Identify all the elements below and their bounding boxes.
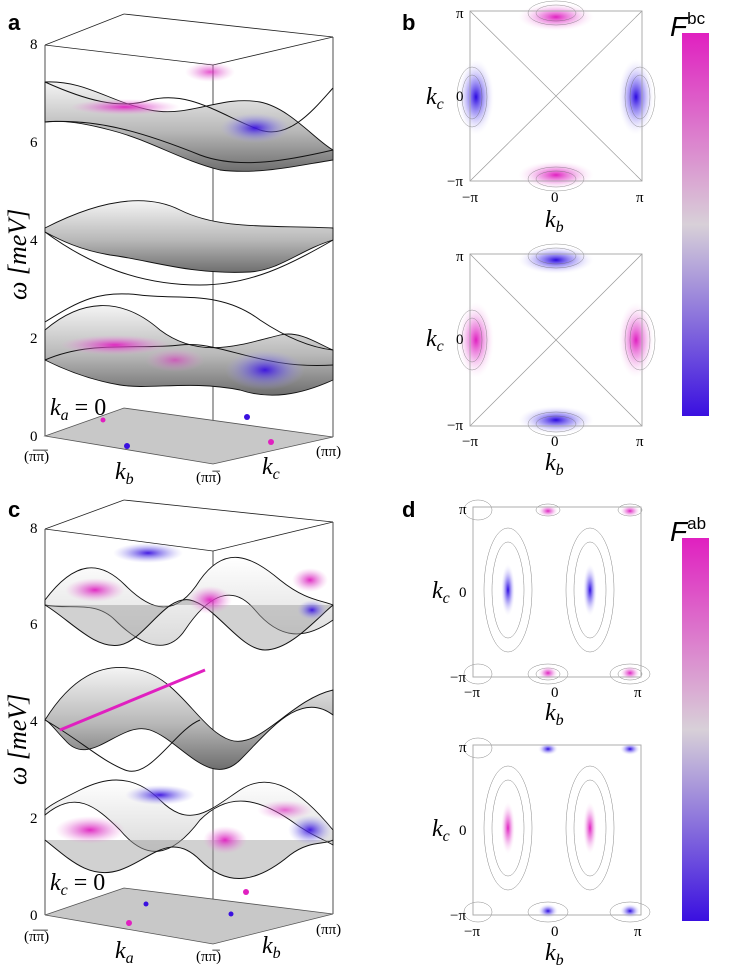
panel-a-corner-left: (π̅π̅) bbox=[24, 449, 49, 465]
panel-d-top-ytick-bot: −π bbox=[450, 670, 466, 686]
panel-c-floor-dot-blue2 bbox=[228, 911, 234, 917]
panel-d-top-ytick-top: π bbox=[459, 502, 467, 518]
panel-d-top-ylabel: kc bbox=[432, 578, 450, 607]
panel-c-floor-dot-blue bbox=[143, 901, 149, 907]
panel-b-top-ytick-mid: 0 bbox=[456, 89, 464, 105]
panel-c-fixed-label: kc = 0 bbox=[50, 870, 105, 899]
panel-c-ytick-4: 4 bbox=[30, 714, 38, 730]
panel-b-bottom-xlabel: kb bbox=[545, 450, 564, 479]
panel-d-bottom-map: π 0 −π −π 0 π kb kc bbox=[432, 737, 651, 969]
panel-c-ytick-0: 0 bbox=[30, 908, 38, 924]
panel-a-ytick-6: 6 bbox=[30, 135, 38, 151]
panel-c-band-high bbox=[44, 543, 334, 651]
panel-c-ytick-2: 2 bbox=[30, 811, 38, 827]
panel-a-floor-dot-blue bbox=[244, 414, 250, 420]
panel-b: b π 0 −π −π 0 π kb bbox=[402, 0, 709, 479]
panel-b-top-ytick-top: π bbox=[456, 6, 464, 22]
panel-b-bottom-xtick-left: −π bbox=[462, 434, 478, 450]
panel-c-corner-mid: (ππ̅) bbox=[196, 949, 221, 965]
panel-d-top-xlabel: kb bbox=[545, 700, 564, 729]
panel-b-bottom-ytick-top: π bbox=[456, 249, 464, 265]
panel-b-top-xtick-left: −π bbox=[462, 190, 478, 206]
panel-d-bottom-ytick-bot: −π bbox=[450, 908, 466, 924]
panel-a-corner-right: (ππ) bbox=[316, 444, 341, 460]
panel-d-colorbar: Fab bbox=[670, 514, 709, 921]
panel-c-corner-left: (π̅π̅) bbox=[24, 929, 49, 945]
panel-a-fixed-label: ka = 0 bbox=[50, 395, 106, 424]
panel-c: c bbox=[3, 497, 341, 967]
panel-d-colorbar-label: Fab bbox=[670, 514, 706, 547]
panel-b-top-map: π 0 −π −π 0 π kb kc bbox=[426, 0, 656, 236]
panel-a-ylabel: ω [meV] bbox=[3, 209, 32, 300]
panel-c-floor-dot-magenta bbox=[126, 920, 132, 926]
panel-b-bottom-ytick-mid: 0 bbox=[456, 332, 464, 348]
panel-c-corner-right: (ππ) bbox=[316, 922, 341, 938]
panel-a-floor-dot-blue2 bbox=[124, 443, 130, 449]
panel-b-bottom-map: π 0 −π −π 0 π kb kc bbox=[426, 243, 656, 479]
panel-d-top-xtick-right: π bbox=[634, 685, 642, 701]
panel-a-axis1-label: kb bbox=[115, 459, 134, 488]
panel-c-ytick-8: 8 bbox=[30, 521, 38, 537]
panel-b-colorbar-label: Fbc bbox=[670, 9, 706, 42]
panel-a-floor-dot-magenta2 bbox=[268, 439, 274, 445]
panel-a-ytick-4: 4 bbox=[30, 233, 38, 249]
panel-b-bottom-xtick-mid: 0 bbox=[551, 434, 559, 450]
panel-d-top-ytick-mid: 0 bbox=[459, 585, 467, 601]
panel-d-bottom-ytick-mid: 0 bbox=[459, 823, 467, 839]
panel-a-band-mid bbox=[44, 200, 334, 286]
panel-b-top-ytick-bot: −π bbox=[447, 174, 463, 190]
panel-a-floor-dot-magenta bbox=[100, 417, 106, 423]
panel-b-bottom-ylabel: kc bbox=[426, 326, 444, 355]
panel-a-yticks: 0 2 4 6 8 bbox=[30, 37, 38, 445]
panel-d-bottom-xtick-left: −π bbox=[464, 924, 480, 940]
panel-d-top-map: π 0 −π −π 0 π kb kc bbox=[432, 499, 651, 729]
panel-d-top-xtick-left: −π bbox=[464, 685, 480, 701]
panel-a-band-low bbox=[44, 293, 334, 396]
panel-a-band-high bbox=[44, 62, 334, 172]
panel-c-floor-dot-magenta2 bbox=[243, 889, 249, 895]
panel-d-bottom-ylabel: kc bbox=[432, 816, 450, 845]
panel-d-bottom-xtick-mid: 0 bbox=[551, 924, 559, 940]
panel-d-bottom-xtick-right: π bbox=[634, 924, 642, 940]
panel-b-top-xtick-mid: 0 bbox=[551, 190, 559, 206]
panel-a: a bbox=[3, 10, 341, 488]
panel-a-axis2-label: kc bbox=[262, 454, 280, 483]
panel-b-letter: b bbox=[402, 10, 415, 35]
panel-d-letter: d bbox=[402, 497, 415, 522]
panel-b-bottom-ytick-bot: −π bbox=[447, 418, 463, 434]
panel-c-axis1-label: ka bbox=[115, 938, 134, 967]
panel-a-corner-mid: (ππ̅) bbox=[196, 470, 221, 486]
panel-d: d π 0 −π −π 0 π kb bbox=[402, 497, 709, 969]
panel-d-bottom-ytick-top: π bbox=[459, 740, 467, 756]
panel-a-letter: a bbox=[8, 10, 21, 35]
panel-b-colorbar: Fbc bbox=[670, 9, 709, 416]
panel-a-ytick-8: 8 bbox=[30, 37, 38, 53]
panel-c-ylabel: ω [meV] bbox=[3, 694, 32, 785]
panel-a-floor bbox=[43, 407, 334, 465]
panel-c-floor bbox=[44, 887, 334, 945]
panel-b-top-xlabel: kb bbox=[545, 207, 564, 236]
panel-c-band-low bbox=[44, 779, 334, 879]
panel-a-ytick-0: 0 bbox=[30, 429, 38, 445]
panel-d-bottom-xlabel: kb bbox=[545, 940, 564, 969]
panel-b-top-ylabel: kc bbox=[426, 84, 444, 113]
panel-c-ytick-6: 6 bbox=[30, 617, 38, 633]
panel-c-axis2-label: kb bbox=[262, 933, 281, 962]
panel-c-letter: c bbox=[8, 497, 20, 522]
panel-b-top-xtick-right: π bbox=[636, 190, 644, 206]
panel-c-band-mid bbox=[44, 667, 334, 772]
panel-a-ytick-2: 2 bbox=[30, 331, 38, 347]
panel-d-top-xtick-mid: 0 bbox=[551, 685, 559, 701]
panel-c-yticks: 0 2 4 6 8 bbox=[30, 521, 38, 924]
panel-b-bottom-xtick-right: π bbox=[636, 434, 644, 450]
